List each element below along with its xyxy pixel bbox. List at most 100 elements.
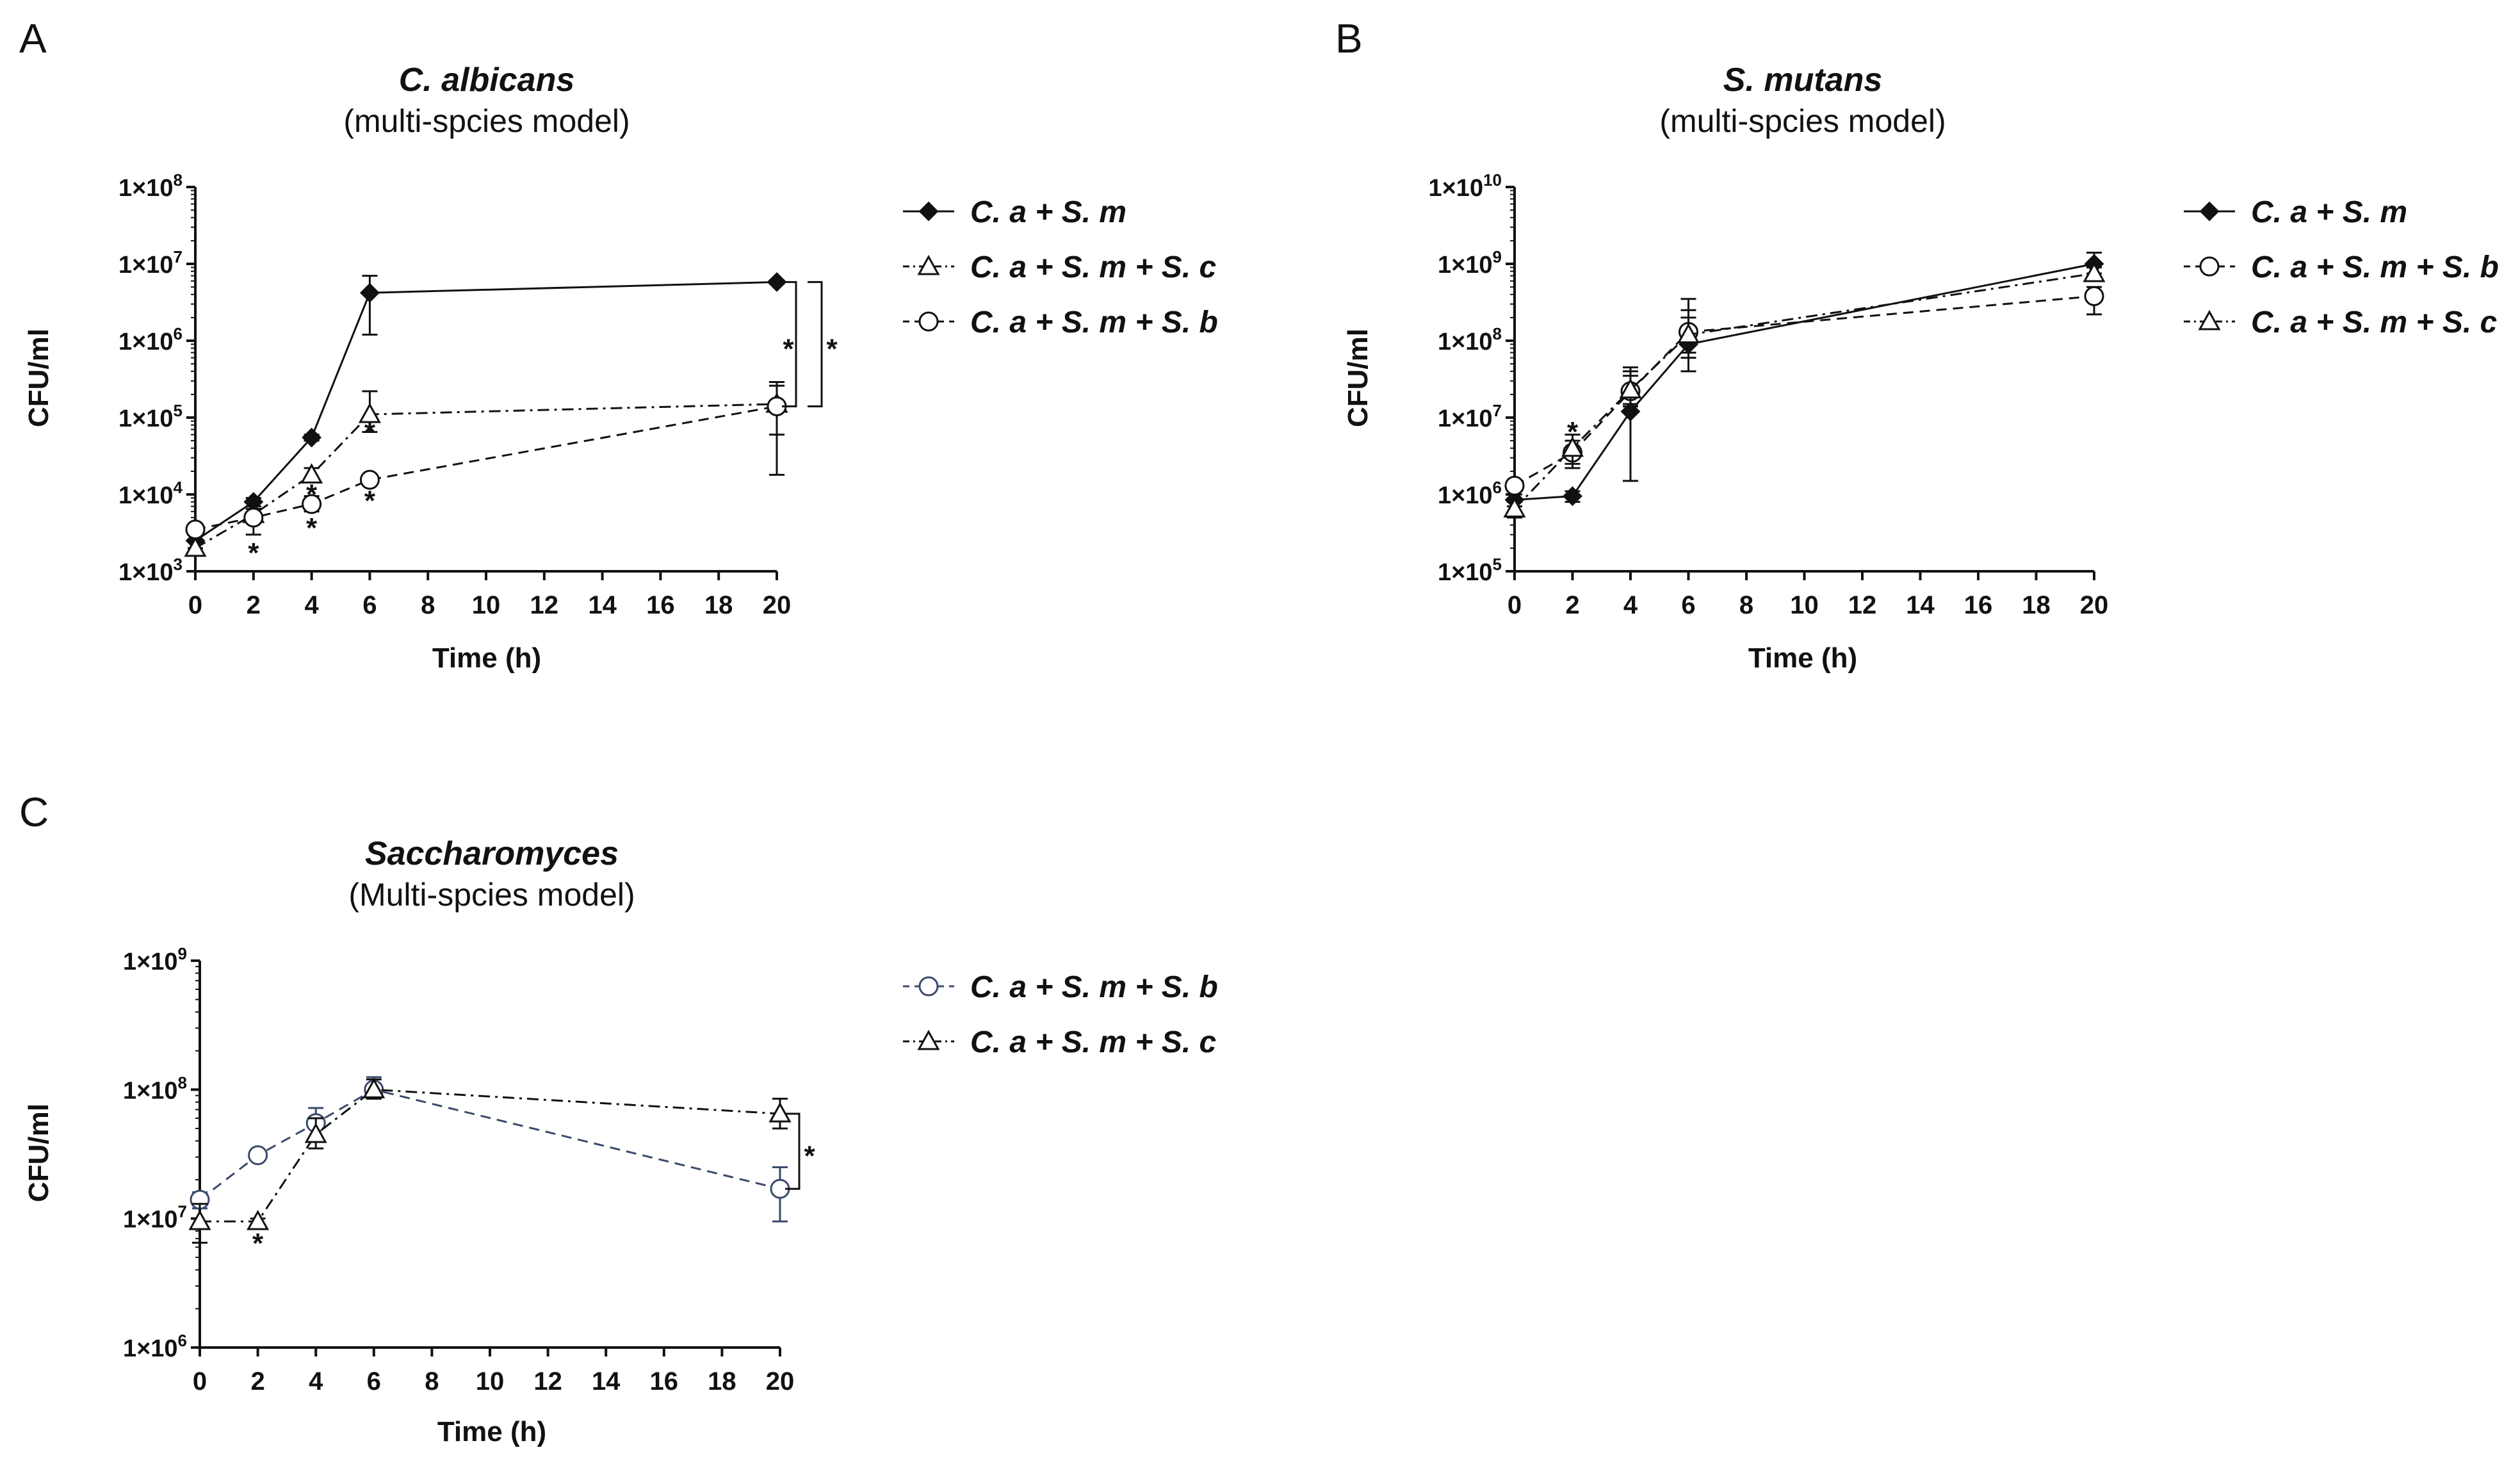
significance-star: * <box>364 416 376 448</box>
marker-circle <box>185 519 206 540</box>
x-axis-label: Time (h) <box>432 642 541 674</box>
marker-triangle <box>300 463 323 484</box>
plot-area: 1×106 1×107 1×108 1×109 0 2 4 6 8 10 12 14 16 18 20 * * <box>123 944 816 1396</box>
y-tick-label: 1×105 <box>118 401 183 432</box>
marker-circle <box>248 1145 268 1166</box>
marker-circle <box>243 507 264 528</box>
y-tick-label: 1×107 <box>118 247 183 279</box>
x-tick-label: 10 <box>476 1367 505 1396</box>
y-tick-label: 1×104 <box>118 478 183 509</box>
y-tick-label: 1×106 <box>123 1331 187 1362</box>
x-tick-label: 2 <box>250 1367 264 1396</box>
marker-circle <box>918 976 939 997</box>
marker-circle <box>1504 475 1525 496</box>
chart-subtitle: (multi-spcies model) <box>343 103 630 139</box>
panel-letter-b: B <box>1335 15 1363 61</box>
significance-bracket <box>808 281 823 407</box>
legend: C. a + S. m C. a + S. m + S. b C. a + S. m… <box>2184 195 2499 339</box>
bracket-star: * <box>804 1141 815 1172</box>
y-tick-label: 1×109 <box>1438 247 1502 279</box>
y-tick-label: 1×106 <box>1438 478 1502 509</box>
significance-star: * <box>252 1228 264 1259</box>
legend: C. a + S. m C. a + S. m + S. c C. a + S. m… <box>903 195 1218 339</box>
bracket-star: * <box>826 333 838 364</box>
legend-label: C. a + S. m + S. c <box>2251 305 2497 339</box>
legend: C. a + S. m + S. b C. a + S. m + S. c <box>903 970 1218 1059</box>
marker-triangle <box>247 1210 270 1230</box>
plot-area: 1×103 1×104 1×105 1×106 1×107 1×108 0 2 4 6 8 10 12 1… <box>118 170 838 619</box>
marker-triangle <box>188 1210 211 1230</box>
series-line <box>199 1088 781 1201</box>
significance-bracket <box>785 1112 801 1190</box>
x-tick-label: 0 <box>188 591 202 619</box>
marker-circle <box>359 469 380 490</box>
x-tick-label: 10 <box>1790 591 1819 619</box>
legend-label: C. a + S. m + S. b <box>970 970 1218 1004</box>
x-tick-label: 20 <box>766 1367 795 1396</box>
legend-label: C. a + S. m <box>2251 195 2407 229</box>
legend-label: C. a + S. m + S. b <box>970 305 1218 339</box>
x-tick-label: 8 <box>1739 591 1753 619</box>
marker-triangle <box>917 1029 940 1050</box>
y-tick-label: 1×107 <box>123 1202 187 1234</box>
x-tick-label: 6 <box>1681 591 1695 619</box>
x-tick-label: 20 <box>2080 591 2109 619</box>
significance-star: * <box>364 485 376 517</box>
marker-triangle <box>184 536 207 557</box>
marker-triangle <box>1561 436 1584 457</box>
series-line <box>1514 263 2095 501</box>
x-tick-label: 18 <box>2022 591 2051 619</box>
x-tick-label: 18 <box>704 591 733 619</box>
chart-title: C. albicans <box>399 61 575 99</box>
series-line <box>1514 295 2095 487</box>
x-tick-label: 0 <box>193 1367 207 1396</box>
marker-triangle <box>358 402 381 423</box>
x-tick-label: 6 <box>367 1367 381 1396</box>
y-tick-label: 1×108 <box>118 170 183 202</box>
x-tick-label: 6 <box>362 591 377 619</box>
chart-subtitle: (multi-spcies model) <box>1659 103 1946 139</box>
marker-triangle <box>1677 323 1700 343</box>
y-tick-label: 1×108 <box>123 1073 187 1104</box>
x-tick-label: 8 <box>425 1367 439 1396</box>
x-tick-label: 4 <box>1623 591 1638 619</box>
legend-label: C. a + S. m + S. c <box>970 1025 1216 1059</box>
marker-diamond <box>767 272 787 292</box>
y-tick-label: 1×109 <box>123 944 187 975</box>
x-tick-label: 14 <box>592 1367 621 1396</box>
x-axis-label: Time (h) <box>1748 642 1857 674</box>
panel-a: A C. albicans (multi-spcies model) Time … <box>19 15 1218 674</box>
chart-title: Saccharomyces <box>365 835 619 872</box>
series-line <box>1513 272 2095 510</box>
series-line <box>195 405 777 531</box>
marker-diamond <box>359 282 380 303</box>
x-tick-label: 4 <box>304 591 319 619</box>
marker-triangle <box>2198 309 2221 330</box>
x-tick-label: 14 <box>1906 591 1935 619</box>
y-tick-label: 1×106 <box>118 324 183 355</box>
marker-circle <box>302 494 322 514</box>
legend-label: C. a + S. m <box>970 195 1126 229</box>
marker-triangle <box>917 254 940 275</box>
plot-area: 1×105 1×106 1×107 1×108 1×109 1×1010 0 2 4 6 8 10 12… <box>1428 170 2108 619</box>
marker-circle <box>918 311 939 332</box>
chart-title: S. mutans <box>1723 61 1883 99</box>
significance-star: * <box>248 537 259 569</box>
y-tick-label: 1×1010 <box>1428 170 1502 202</box>
marker-diamond <box>918 201 939 222</box>
marker-diamond <box>2199 201 2220 222</box>
y-axis-label: CFU/ml <box>1342 329 1374 427</box>
y-axis-label: CFU/ml <box>23 329 54 427</box>
bracket-star: * <box>783 333 794 364</box>
y-tick-label: 1×107 <box>1438 401 1502 432</box>
marker-triangle <box>1503 497 1526 517</box>
significance-star: * <box>1567 416 1579 448</box>
x-tick-label: 8 <box>421 591 435 619</box>
significance-bracket <box>782 281 797 407</box>
marker-triangle <box>304 1123 327 1143</box>
chart-subtitle: (Multi-spcies model) <box>348 877 635 913</box>
series-line <box>195 403 777 550</box>
x-tick-label: 16 <box>646 591 675 619</box>
series-line <box>200 1088 781 1223</box>
